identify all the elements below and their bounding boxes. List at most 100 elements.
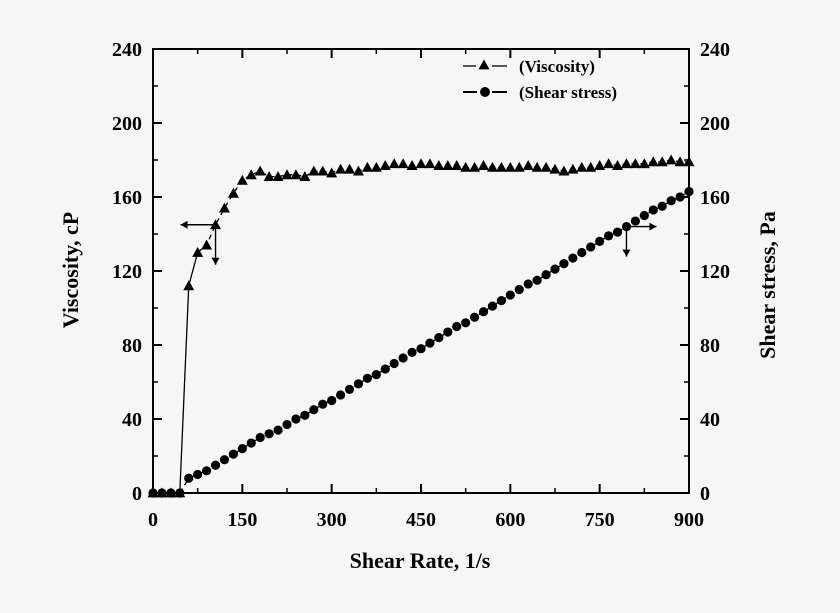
- viscosity-point: [567, 163, 579, 174]
- viscosity-point: [603, 158, 615, 169]
- viscosity-point: [236, 174, 248, 185]
- shear-stress-point: [255, 432, 265, 443]
- shear-stress-point: [505, 290, 515, 300]
- viscosity-point: [361, 161, 373, 172]
- shear-stress-point: [639, 210, 649, 221]
- viscosity-point: [469, 161, 481, 172]
- viscosity-point: [415, 158, 427, 169]
- viscosity-point: [388, 158, 400, 169]
- y-axis-title: Viscosity, cP: [58, 212, 83, 329]
- shear-stress-point: [586, 242, 596, 252]
- viscosity-point: [665, 154, 677, 165]
- viscosity-point: [227, 187, 239, 198]
- shear-stress-point: [291, 414, 301, 424]
- viscosity-point: [183, 280, 195, 291]
- shear-stress-point: [452, 321, 462, 332]
- viscosity-point: [335, 163, 347, 174]
- viscosity-point: [344, 163, 356, 174]
- shear-stress-point: [478, 307, 489, 317]
- x-axis-title: Shear Rate, 1/s: [350, 548, 491, 573]
- shear-stress-axis-arrow-right: [626, 222, 657, 231]
- viscosity-point: [433, 160, 445, 170]
- shear-stress-point: [380, 364, 390, 374]
- shear-stress-point: [282, 419, 292, 430]
- shear-stress-point: [568, 253, 578, 263]
- shear-stress-point: [407, 347, 417, 357]
- shear-stress-point: [336, 390, 346, 400]
- legend-label-shear-stress: (Shear stress): [519, 83, 617, 102]
- viscosity-point: [299, 171, 311, 182]
- viscosity-point: [522, 160, 534, 170]
- viscosity-point: [352, 165, 364, 176]
- shear-stress-point: [496, 296, 506, 306]
- viscosity-point: [281, 169, 293, 180]
- plot-frame: [152, 48, 690, 494]
- plot-area: [147, 154, 695, 498]
- axes: 0 150 300 450 600 750 900 0 40 80 120 160 200 240 0 40 8…: [112, 39, 730, 531]
- shear-stress-point: [300, 410, 310, 420]
- shear-stress-point: [389, 358, 399, 369]
- shear-stress-point: [264, 429, 274, 439]
- y2-axis-title: Shear stress, Pa: [755, 211, 780, 359]
- viscosity-point: [540, 161, 552, 172]
- y2-tick-label: 200: [700, 113, 730, 135]
- y-tick-label: 200: [112, 113, 142, 135]
- x-tick-label: 900: [674, 509, 704, 531]
- shear-stress-point: [237, 444, 247, 454]
- viscosity-point: [620, 158, 632, 169]
- shear-stress-point: [577, 247, 587, 258]
- y-tick-label: 0: [132, 483, 142, 505]
- shear-stress-point: [425, 338, 435, 348]
- viscosity-point: [558, 165, 570, 176]
- shear-stress-point: [193, 469, 203, 480]
- viscosity-point: [326, 167, 338, 178]
- viscosity-point: [478, 160, 490, 170]
- legend-label-viscosity: (Viscosity): [519, 57, 595, 76]
- viscosity-point: [594, 160, 606, 170]
- shear-stress-point: [210, 460, 221, 470]
- shear-stress-point: [461, 318, 471, 328]
- y2-tick-label: 40: [700, 409, 720, 431]
- viscosity-point: [218, 202, 230, 213]
- shear-stress-point: [532, 275, 542, 285]
- viscosity-point: [629, 158, 641, 169]
- viscosity-point: [638, 158, 650, 169]
- shear-stress-point: [604, 231, 614, 241]
- viscosity-point: [254, 165, 266, 176]
- x-tick-label: 750: [585, 509, 615, 531]
- y-tick-label: 240: [112, 39, 142, 61]
- arrow-head: [211, 257, 220, 265]
- shear-stress-point: [541, 270, 551, 280]
- viscosity-point: [370, 161, 382, 172]
- shear-stress-point: [550, 264, 560, 274]
- y2-tick-label: 0: [700, 483, 710, 505]
- viscosity-axis-arrow-left: [180, 220, 216, 229]
- viscosity-point: [576, 161, 588, 172]
- shear-stress-point: [318, 399, 328, 409]
- shear-stress-point: [362, 373, 372, 383]
- shear-stress-point: [246, 438, 256, 448]
- y-tick-label: 120: [112, 261, 142, 283]
- shear-stress-axis-arrow-down: [622, 226, 631, 257]
- y-tick-label: 40: [122, 409, 142, 431]
- shear-stress-point: [344, 384, 355, 394]
- shear-stress-point: [398, 353, 408, 363]
- viscosity-point: [504, 161, 516, 172]
- shear-stress-point: [273, 425, 283, 435]
- viscosity-point: [612, 160, 624, 170]
- viscosity-point: [531, 161, 543, 172]
- shear-stress-point: [219, 455, 230, 465]
- shear-stress-point: [666, 196, 676, 206]
- shear-stress-point: [648, 205, 658, 215]
- legend-marker-viscosity: [478, 59, 490, 70]
- viscosity-point: [379, 160, 391, 170]
- y2-tick-label: 80: [700, 335, 720, 357]
- arrow-head: [180, 220, 188, 229]
- viscosity-axis-arrow-down: [211, 224, 220, 265]
- shear-stress-point: [202, 466, 212, 476]
- shear-stress-point: [443, 327, 453, 337]
- legend: (Viscosity) (Shear stress): [463, 57, 617, 102]
- shear-stress-point: [353, 379, 364, 389]
- shear-stress-point: [612, 227, 623, 237]
